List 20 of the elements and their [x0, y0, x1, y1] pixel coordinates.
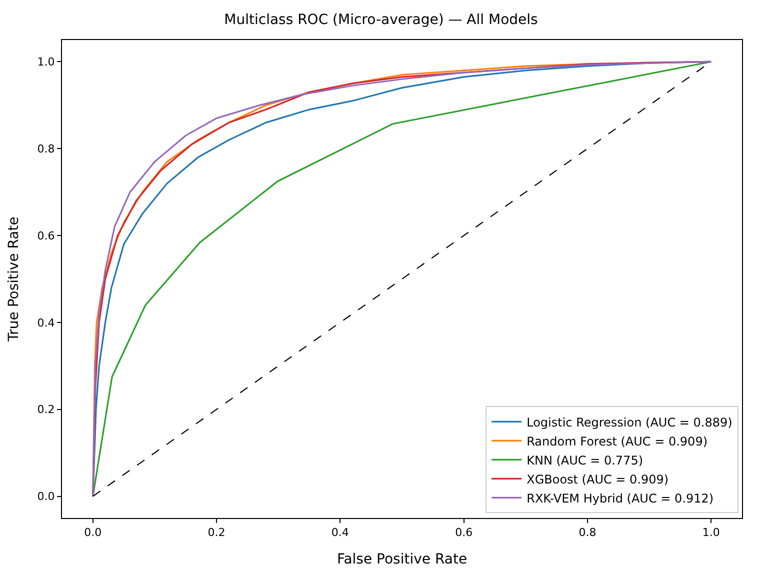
y-tick-label: 0.6	[37, 229, 55, 242]
x-tick-label: 0.2	[208, 526, 226, 540]
legend-label: XGBoost (AUC = 0.909)	[526, 472, 669, 486]
x-tick-label: 0.8	[578, 526, 596, 540]
y-axis-title: True Positive Rate	[6, 216, 22, 342]
x-tick-label: 1.0	[702, 526, 720, 540]
x-axis-title: False Positive Rate	[336, 552, 468, 568]
legend-label: Random Forest (AUC = 0.909)	[526, 434, 708, 448]
x-tick-label: 0.0	[84, 526, 102, 540]
y-tick-label: 0.4	[37, 316, 55, 330]
y-tick-label: 0.2	[37, 403, 55, 416]
y-tick-label: 0.0	[37, 490, 55, 504]
legend-label: KNN (AUC = 0.775)	[526, 453, 644, 468]
y-tick-label: 0.8	[37, 142, 55, 156]
legend-label: Logistic Regression (AUC = 0.889)	[526, 415, 732, 430]
chart-title: Multiclass ROC (Micro-average) — All Models	[224, 12, 538, 28]
x-tick-label: 0.6	[455, 526, 473, 540]
y-tick-label: 1.0	[37, 56, 55, 69]
legend-label: RXK-VEM Hybrid (AUC = 0.912)	[526, 491, 714, 506]
x-tick-label: 0.4	[331, 526, 349, 540]
